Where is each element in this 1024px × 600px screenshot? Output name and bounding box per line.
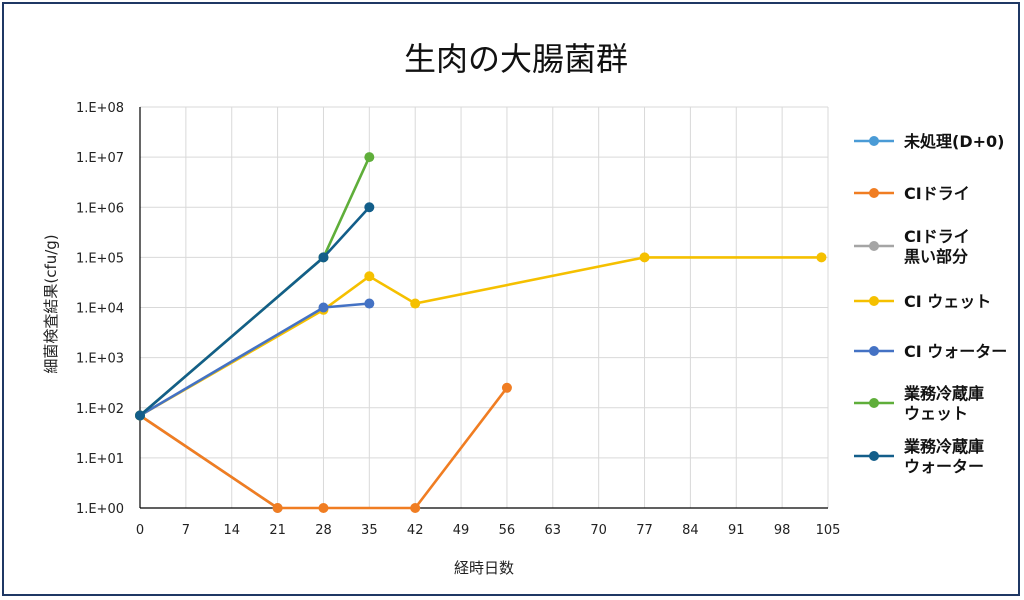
x-tick-label: 14 (223, 523, 240, 538)
legend-label-line: CIドライ (904, 184, 970, 203)
series-line (139, 256, 822, 417)
data-point (364, 202, 375, 213)
data-point (272, 503, 283, 513)
legend-label-line: CI ウォーター (904, 342, 1007, 361)
legend-label-line: 業務冷蔵庫 (903, 384, 984, 403)
y-tick-label: 1.E+01 (76, 452, 124, 467)
legend-item: 業務冷蔵庫ウォーター (854, 437, 984, 476)
legend-label-line: CIドライ (904, 227, 970, 246)
x-tick-label: 77 (636, 523, 653, 538)
legend-swatch-marker (869, 346, 879, 356)
data-point (410, 503, 421, 513)
legend-swatch-marker (869, 188, 879, 198)
legend-label: CI ウェット (904, 292, 991, 311)
x-tick-label: 98 (774, 523, 791, 538)
data-point (501, 382, 512, 393)
legend-label-line: 業務冷蔵庫 (903, 437, 984, 456)
legend-item: CI ウェット (854, 292, 991, 311)
series-5 (135, 152, 375, 421)
y-tick-label: 1.E+08 (76, 101, 124, 116)
y-tick-label: 1.E+07 (76, 151, 124, 166)
data-point (410, 298, 421, 309)
legend-item: 未処理(D+0) (854, 132, 1004, 151)
legend-label-line: CI ウェット (904, 292, 991, 311)
x-tick-label: 7 (182, 523, 190, 538)
series-group (135, 152, 827, 513)
legend-label: CI ウォーター (904, 342, 1007, 361)
legend-label-line: 黒い部分 (904, 247, 968, 266)
x-tick-label: 105 (816, 523, 841, 538)
x-tick-label: 21 (269, 523, 286, 538)
x-axis-title: 経時日数 (454, 559, 514, 577)
legend-swatch-marker (869, 398, 879, 408)
legend-label-line: ウォーター (904, 457, 984, 476)
y-tick-label: 1.E+03 (76, 352, 124, 367)
legend-item: 業務冷蔵庫ウェット (854, 384, 984, 423)
x-tick-label: 28 (315, 523, 332, 538)
data-point (318, 252, 329, 263)
y-axis-title: 細菌検査結果(cfu/g) (42, 234, 60, 373)
legend-swatch-marker (869, 296, 879, 306)
legend-label: 業務冷蔵庫ウォーター (903, 437, 984, 476)
x-tick-label: 42 (407, 523, 424, 538)
data-point (364, 271, 375, 282)
x-tick-label: 84 (682, 523, 699, 538)
data-point (816, 252, 827, 263)
data-point (318, 302, 329, 313)
legend-swatch-marker (869, 136, 879, 146)
legend-label-line: ウェット (904, 404, 968, 423)
y-tick-label: 1.E+00 (76, 502, 124, 517)
y-tick-label: 1.E+06 (76, 201, 124, 216)
legend-item: CIドライ (854, 184, 970, 203)
series-6 (135, 202, 375, 421)
legend-label: 業務冷蔵庫ウェット (903, 384, 984, 423)
series-1 (135, 382, 512, 513)
legend-item: CIドライ黒い部分 (854, 227, 970, 266)
x-tick-label: 0 (136, 523, 144, 538)
legend-swatch-marker (869, 451, 879, 461)
legend-item: CI ウォーター (854, 342, 1007, 361)
chart-title: 生肉の大腸菌群 (404, 40, 628, 78)
series-3 (135, 252, 827, 421)
grid (139, 106, 829, 509)
x-tick-label: 91 (728, 523, 745, 538)
data-point (364, 152, 375, 163)
chart-canvas: 生肉の大腸菌群 0 7 14 21 28 35 42 49 56 63 70 77 84 91 98 105 1… (42, 40, 1007, 577)
legend-label: 未処理(D+0) (903, 132, 1004, 151)
x-tick-label: 35 (361, 523, 378, 538)
legend-label-line: 未処理(D+0) (903, 132, 1004, 151)
legend-label: CIドライ黒い部分 (904, 227, 970, 266)
x-tick-label: 70 (590, 523, 607, 538)
data-point (639, 252, 650, 263)
data-point (135, 410, 145, 421)
legend-swatch-marker (869, 241, 879, 251)
x-tick-label: 56 (499, 523, 516, 538)
y-tick-label: 1.E+02 (76, 402, 124, 417)
data-point (364, 298, 375, 309)
x-tick-label: 49 (453, 523, 470, 538)
y-tick-label: 1.E+05 (76, 251, 124, 266)
series-line (139, 302, 370, 417)
y-tick-label: 1.E+04 (76, 302, 124, 317)
data-point (318, 503, 329, 513)
axis-ticks: 0 7 14 21 28 35 42 49 56 63 70 77 84 91 98 105 1.E+00 1.E… (76, 101, 840, 538)
series-line (139, 156, 371, 417)
x-tick-label: 63 (545, 523, 562, 538)
series-line (139, 206, 371, 417)
legend-label: CIドライ (904, 184, 970, 203)
